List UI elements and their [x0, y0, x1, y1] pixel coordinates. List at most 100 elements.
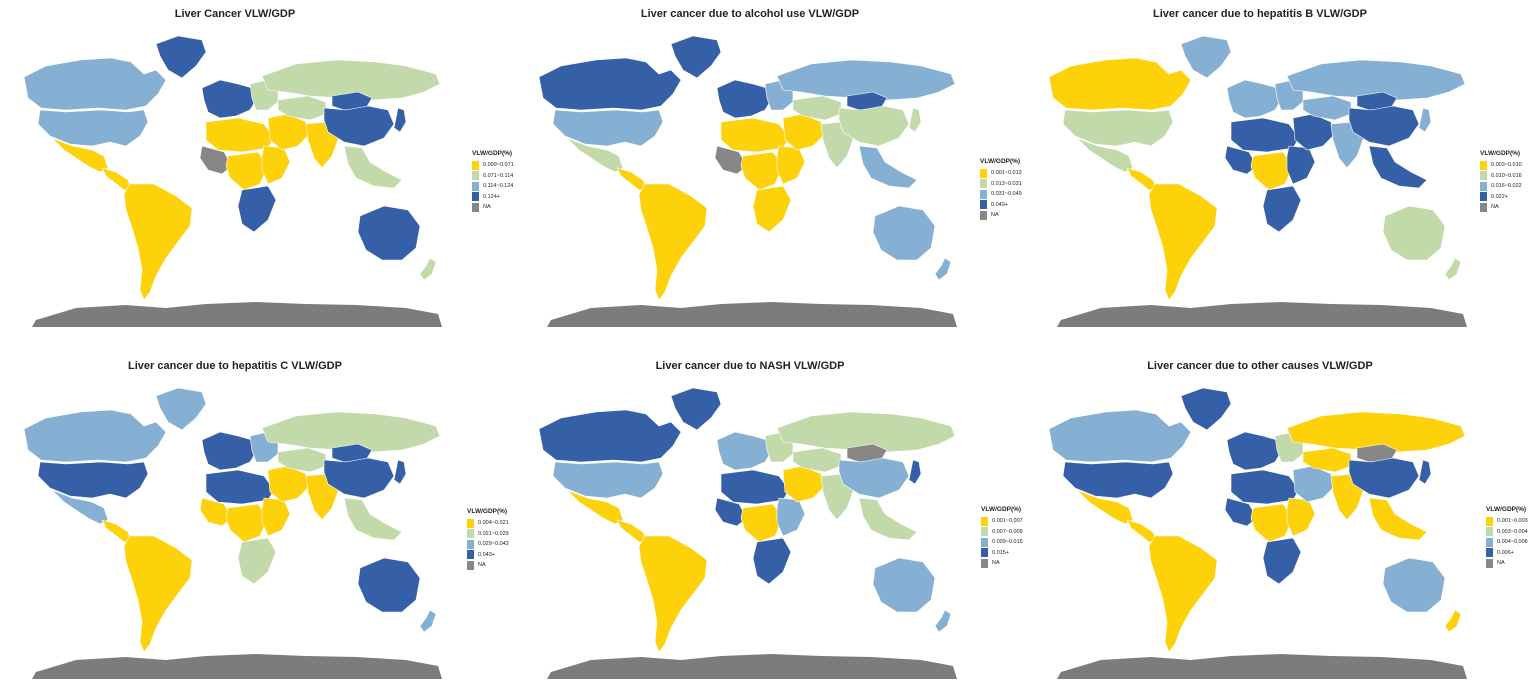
- region-southeast-asia: [1368, 145, 1428, 189]
- region-australia: [1382, 557, 1446, 613]
- region-antarctica: [547, 302, 957, 327]
- legend-swatch: [980, 200, 987, 210]
- region-middle-east: [1292, 113, 1336, 151]
- world-map: [23, 35, 442, 327]
- map-title: Liver cancer due to other causes VLW/GDP: [1147, 360, 1373, 372]
- legend-swatch: [472, 192, 479, 202]
- legend-item: NA: [1486, 558, 1528, 569]
- legend-item: 0.003~0.010: [1480, 160, 1522, 171]
- map-panel-other-causes: Liver cancer due to other causes VLW/GDP…: [1025, 352, 1535, 698]
- region-southern-africa: [752, 185, 792, 233]
- legend-swatch: [467, 550, 474, 560]
- region-japan: [393, 107, 407, 133]
- legend-swatch: [467, 518, 474, 528]
- region-new-zealand: [419, 609, 437, 633]
- region-east-africa: [776, 145, 806, 185]
- region-japan: [1418, 107, 1432, 133]
- region-central-asia: [1302, 95, 1352, 121]
- legend-label: 0.049+: [991, 201, 1008, 208]
- legend-swatch: [467, 539, 474, 549]
- world-map: [23, 387, 442, 679]
- region-australia: [872, 205, 936, 261]
- region-europe-west: [1226, 79, 1282, 119]
- legend-item: 0.009~0.015: [981, 537, 1023, 548]
- legend-item: 0.015+: [981, 548, 1023, 559]
- region-greenland: [1180, 387, 1232, 431]
- region-southern-africa: [237, 537, 277, 585]
- region-east-africa: [1286, 497, 1316, 537]
- region-southern-africa: [752, 537, 792, 585]
- legend-swatch: [472, 181, 479, 191]
- legend-label: 0.016~0.022: [1491, 183, 1522, 190]
- map-legend: VLW/GDP(%) 0.001~0.013 0.013~0.031 0.031…: [980, 158, 1022, 221]
- map-legend: VLW/GDP(%) 0.001~0.003 0.003~0.004 0.004…: [1486, 506, 1528, 569]
- legend-item: NA: [981, 558, 1023, 569]
- region-antarctica: [32, 654, 442, 679]
- region-russia: [776, 411, 956, 453]
- legend-item: 0.004~0.006: [1486, 537, 1528, 548]
- legend-swatch: [467, 560, 474, 570]
- region-west-africa: [199, 497, 233, 527]
- region-usa: [1062, 461, 1174, 499]
- legend-swatch: [1486, 537, 1493, 547]
- legend-swatch: [1486, 548, 1493, 558]
- region-central-africa: [740, 503, 784, 543]
- legend-swatch: [1486, 558, 1493, 568]
- legend-swatch: [472, 202, 479, 212]
- region-west-africa: [714, 497, 748, 527]
- legend-swatch: [980, 189, 987, 199]
- region-new-zealand: [1444, 609, 1462, 633]
- region-canada: [1048, 57, 1192, 111]
- region-canada: [538, 57, 682, 111]
- region-greenland: [1180, 35, 1232, 79]
- legend-title: VLW/GDP(%): [981, 506, 1022, 513]
- region-china: [838, 105, 910, 147]
- legend-label: 0.004~0.021: [478, 520, 509, 527]
- region-southern-africa: [1262, 185, 1302, 233]
- region-europe-west: [201, 431, 257, 471]
- region-greenland: [670, 387, 722, 431]
- legend-item: 0.029~0.043: [467, 539, 509, 550]
- region-usa: [37, 461, 149, 499]
- map-panel-liver-cancer: Liver Cancer VLW/GDP VLW/GDP(%) 0.009~0.…: [0, 0, 514, 346]
- region-central-asia: [1302, 447, 1352, 473]
- legend-label: 0.043+: [478, 551, 495, 558]
- region-europe-west: [201, 79, 257, 119]
- region-usa: [552, 109, 664, 147]
- region-central-africa: [225, 151, 269, 191]
- region-europe-west: [1226, 431, 1282, 471]
- legend-item: 0.071~0.114: [472, 171, 514, 182]
- region-usa: [1062, 109, 1174, 147]
- region-south-america: [1148, 535, 1218, 653]
- region-greenland: [155, 35, 207, 79]
- region-southeast-asia: [343, 145, 403, 189]
- legend-swatch: [980, 210, 987, 220]
- region-southeast-asia: [858, 145, 918, 189]
- legend-label: 0.015+: [992, 549, 1009, 556]
- legend-label: NA: [991, 212, 999, 219]
- region-south-america: [123, 183, 193, 301]
- region-south-america: [638, 535, 708, 653]
- region-canada: [23, 57, 167, 111]
- region-canada: [23, 409, 167, 463]
- region-antarctica: [32, 302, 442, 327]
- region-australia: [357, 557, 421, 613]
- region-central-america: [616, 519, 648, 543]
- region-west-africa: [1224, 145, 1258, 175]
- region-greenland: [670, 35, 722, 79]
- legend-title: VLW/GDP(%): [467, 508, 508, 515]
- region-south-america: [1148, 183, 1218, 301]
- legend-item: 0.049+: [980, 200, 1022, 211]
- legend-label: 0.001~0.013: [991, 170, 1022, 177]
- map-title: Liver Cancer VLW/GDP: [174, 8, 296, 20]
- map-panel-hepatitis-c: Liver cancer due to hepatitis C VLW/GDP …: [0, 352, 511, 698]
- region-west-africa: [714, 145, 748, 175]
- region-central-asia: [792, 447, 842, 473]
- legend-swatch: [467, 529, 474, 539]
- legend-label: 0.071~0.114: [483, 172, 514, 179]
- region-antarctica: [1057, 302, 1467, 327]
- map-title: Liver cancer due to hepatitis B VLW/GDP: [1153, 8, 1367, 20]
- region-southeast-asia: [1368, 497, 1428, 541]
- region-central-america: [101, 519, 133, 543]
- legend-item: 0.124+: [472, 192, 514, 203]
